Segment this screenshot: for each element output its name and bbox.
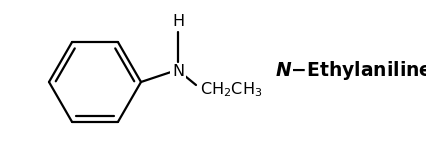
Text: $\bfit{N}$$\bf{-Ethylaniline}$: $\bfit{N}$$\bf{-Ethylaniline}$	[274, 58, 426, 81]
Text: CH$_2$CH$_3$: CH$_2$CH$_3$	[199, 81, 262, 99]
Text: N: N	[172, 65, 184, 79]
Text: H: H	[172, 14, 184, 29]
